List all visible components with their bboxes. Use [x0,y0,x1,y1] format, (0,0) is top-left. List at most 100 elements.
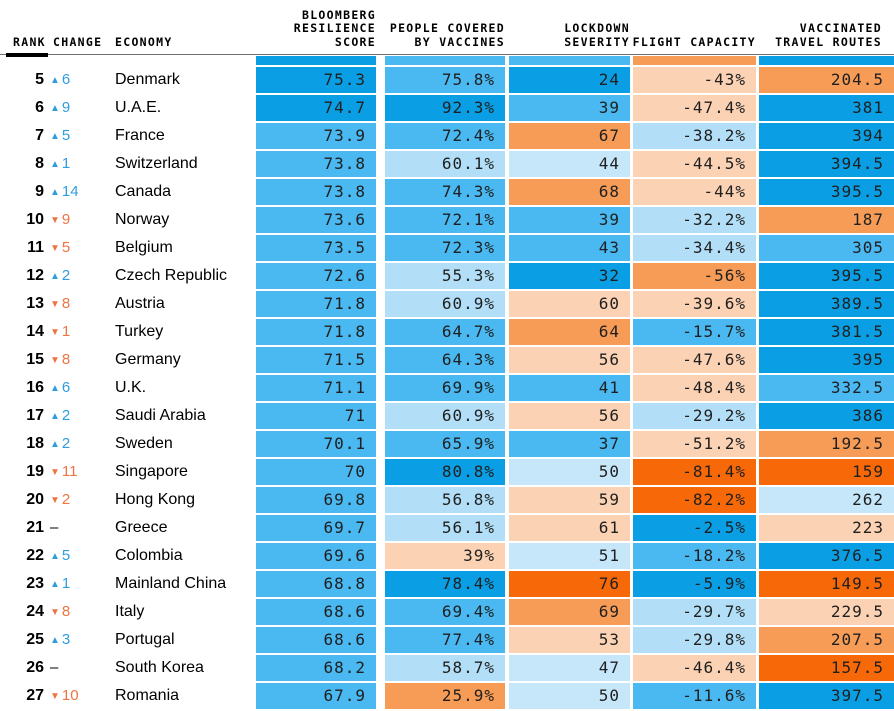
table-row: 23 ▲ 1 Mainland China 68.8 78.4% 76 -5.9% 149.5 [0,571,894,597]
no-change-dash-icon: – [50,519,59,536]
flight-cell: -82.2% [633,487,756,513]
flight-cell: -44% [633,179,756,205]
flight-cell: -32.2% [633,207,756,233]
down-triangle-icon: ▼ [50,299,60,310]
flight-cell: -2.5% [633,515,756,541]
rank-value: 7 [35,127,44,144]
score-cell: 75.3 [256,67,376,93]
routes-cell: 207.5 [759,627,894,653]
down-triangle-icon: ▼ [50,467,60,478]
vaccines-cell [385,56,505,65]
routes-cell: 395 [759,347,894,373]
economy-name: Romania [115,687,180,704]
lockdown-cell: 39 [509,95,630,121]
flight-cell: -47.6% [633,347,756,373]
table-row: 22 ▲ 5 Colombia 69.6 39% 51 -18.2% 376.5 [0,543,894,569]
economy-name: Hong Kong [115,491,196,508]
routes-cell: 381.5 [759,319,894,345]
economy-name: Saudi Arabia [115,407,206,424]
lockdown-cell: 41 [509,375,630,401]
header-rule-accent [6,53,48,57]
rank-change: ▲ 6 [50,67,108,93]
score-cell: 69.8 [256,487,376,513]
header-flight-capacity: FLIGHT CAPACITY [632,34,756,49]
economy-name: Norway [115,211,170,228]
rank-value: 5 [35,71,44,88]
lockdown-cell: 51 [509,543,630,569]
change-value: 2 [61,435,71,452]
table-row: 24 ▼ 8 Italy 68.6 69.4% 69 -29.7% 229.5 [0,599,894,625]
rank-value: 15 [26,351,44,368]
vaccines-cell: 58.7% [385,655,505,681]
routes-cell: 381 [759,95,894,121]
rank-change: ▲ 9 [50,95,108,121]
lockdown-cell: 53 [509,627,630,653]
rank-value: 24 [26,603,44,620]
economy-name: Colombia [115,547,183,564]
score-cell: 73.9 [256,123,376,149]
routes-cell: 192.5 [759,431,894,457]
header-rank: RANK [13,34,46,49]
economy-name: Portugal [115,631,175,648]
economy-name: Austria [115,295,165,312]
table-row: 8 ▲ 1 Switzerland 73.8 60.1% 44 -44.5% 394.5 [0,151,894,177]
vaccines-cell: 60.9% [385,403,505,429]
lockdown-cell: 60 [509,291,630,317]
vaccines-cell: 72.1% [385,207,505,233]
lockdown-cell [509,56,630,65]
routes-cell: 223 [759,515,894,541]
routes-cell: 395.5 [759,263,894,289]
lockdown-cell: 59 [509,487,630,513]
economy-name: Czech Republic [115,267,228,284]
table-row: 15 ▼ 8 Germany 71.5 64.3% 56 -47.6% 395 [0,347,894,373]
economy-name: U.A.E. [115,99,162,116]
flight-cell: -51.2% [633,431,756,457]
vaccines-cell: 92.3% [385,95,505,121]
down-triangle-icon: ▼ [50,243,60,254]
rank-change: ▲ 2 [50,431,108,457]
change-value: 10 [61,687,79,704]
lockdown-cell: 47 [509,655,630,681]
rank-change: – [50,515,108,541]
rank-change: ▲ 5 [50,543,108,569]
flight-cell: -48.4% [633,375,756,401]
flight-cell: -43% [633,67,756,93]
up-triangle-icon: ▲ [50,411,60,422]
score-cell: 73.5 [256,235,376,261]
routes-cell: 159 [759,459,894,485]
flight-cell: -38.2% [633,123,756,149]
table-row: 20 ▼ 2 Hong Kong 69.8 56.8% 59 -82.2% 262 [0,487,894,513]
vaccines-cell: 56.1% [385,515,505,541]
routes-cell: 187 [759,207,894,233]
rank-change: ▼ 5 [50,235,108,261]
rank-value: 10 [26,211,44,228]
routes-cell: 332.5 [759,375,894,401]
routes-cell [759,56,894,65]
lockdown-cell: 39 [509,207,630,233]
vaccines-cell: 25.9% [385,683,505,709]
rank-value: 11 [27,239,44,256]
flight-cell: -29.2% [633,403,756,429]
header-people-covered: PEOPLE COVERED BY VACCINES [389,21,505,49]
vaccines-cell: 55.3% [385,263,505,289]
row-left-spacer [8,56,256,65]
routes-cell: 262 [759,487,894,513]
economy-name: Mainland China [115,575,227,592]
rank-change: ▼ 8 [50,291,108,317]
table-header: RANK CHANGE ECONOMY BLOOMBERG RESILIENCE… [0,0,894,57]
lockdown-cell: 56 [509,403,630,429]
rank-value: 21 [26,519,44,536]
up-triangle-icon: ▲ [50,635,60,646]
lockdown-cell: 50 [509,459,630,485]
rank-change: ▲ 6 [50,375,108,401]
vaccines-cell: 72.3% [385,235,505,261]
rank-change: ▲ 2 [50,263,108,289]
rank-change: ▼ 9 [50,207,108,233]
vaccines-cell: 80.8% [385,459,505,485]
flight-cell: -18.2% [633,543,756,569]
economy-name: Germany [115,351,181,368]
rank-change: ▲ 14 [50,179,108,205]
vaccines-cell: 72.4% [385,123,505,149]
change-value: 11 [61,463,78,480]
change-value: 3 [61,631,71,648]
